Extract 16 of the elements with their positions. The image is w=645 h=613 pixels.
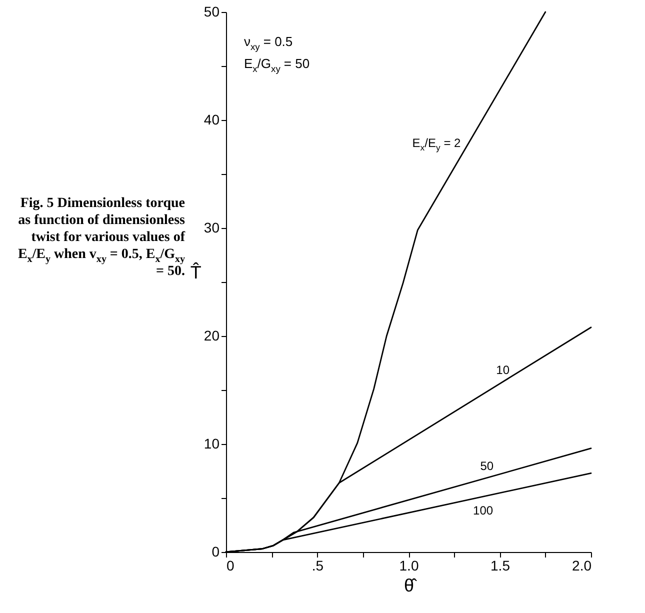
y-tick-label: 10	[204, 436, 220, 452]
y-axis-title: T̂	[190, 262, 202, 282]
x-tick-label: .5	[312, 558, 324, 574]
x-tick-label: 1.5	[490, 558, 510, 574]
y-tick-label: 30	[204, 220, 220, 236]
x-tick-label: 0	[226, 558, 234, 574]
y-tick-label: 0	[212, 544, 220, 560]
x-tick-label: 2.0	[572, 558, 592, 574]
series-label: 50	[480, 458, 494, 473]
x-tick-label: 1.0	[399, 558, 419, 574]
series-label: 100	[473, 504, 494, 518]
series-label: 10	[496, 362, 510, 377]
y-tick-label: 20	[204, 328, 220, 344]
x-axis-title: θ̂	[404, 576, 418, 596]
y-tick-label: 50	[204, 4, 220, 20]
y-tick-label: 40	[204, 112, 220, 128]
